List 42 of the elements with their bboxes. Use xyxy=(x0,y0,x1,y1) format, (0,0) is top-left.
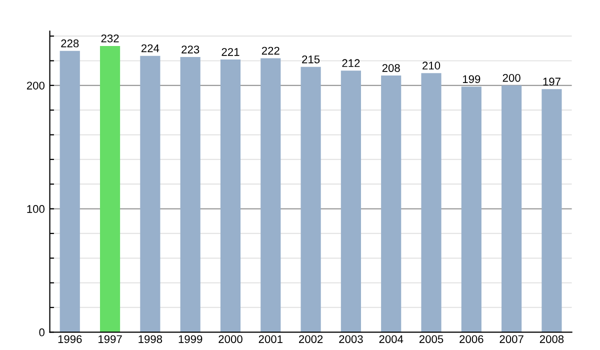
data-label: 208 xyxy=(382,64,400,72)
bar xyxy=(100,46,120,332)
x-tick-label: 1996 xyxy=(58,335,82,344)
data-label: 200 xyxy=(502,74,520,82)
y-tick-label: 200 xyxy=(26,82,45,90)
x-tick-label: 1997 xyxy=(98,335,122,344)
data-label: 221 xyxy=(222,48,240,56)
bar xyxy=(60,50,80,332)
data-label: 224 xyxy=(141,44,160,52)
bar xyxy=(180,57,200,332)
data-label: 199 xyxy=(462,75,480,84)
x-tick-label: 2003 xyxy=(339,335,363,344)
data-label: 223 xyxy=(182,46,200,54)
data-label: 197 xyxy=(543,78,560,86)
x-tick-label: 2002 xyxy=(299,335,323,344)
x-tick-label: 2008 xyxy=(540,335,564,344)
y-tick-label: 0 xyxy=(39,328,45,336)
data-label: 232 xyxy=(101,34,119,42)
x-tick-label: 1998 xyxy=(138,335,162,344)
bar xyxy=(260,58,281,332)
bar xyxy=(421,73,442,332)
x-tick-label: 1999 xyxy=(178,335,202,344)
data-label: 222 xyxy=(262,46,280,55)
x-tick-label: 2006 xyxy=(460,335,484,344)
bar xyxy=(502,85,522,332)
data-label: 212 xyxy=(342,59,360,67)
bar xyxy=(300,66,321,332)
bar xyxy=(340,70,361,332)
x-tick-label: 2005 xyxy=(419,335,444,344)
data-label: 210 xyxy=(422,62,440,70)
x-tick-label: 2004 xyxy=(379,335,404,344)
bar xyxy=(220,60,241,332)
bar xyxy=(542,89,562,332)
x-tick-label: 2007 xyxy=(500,335,524,344)
bar xyxy=(140,56,160,332)
bar xyxy=(381,76,402,332)
x-tick-label: 2000 xyxy=(218,335,242,344)
bar xyxy=(461,86,482,332)
x-tick-label: 2001 xyxy=(258,335,282,344)
y-tick-label: 100 xyxy=(27,205,45,213)
data-label: 228 xyxy=(61,39,79,48)
data-label: 215 xyxy=(302,55,320,64)
